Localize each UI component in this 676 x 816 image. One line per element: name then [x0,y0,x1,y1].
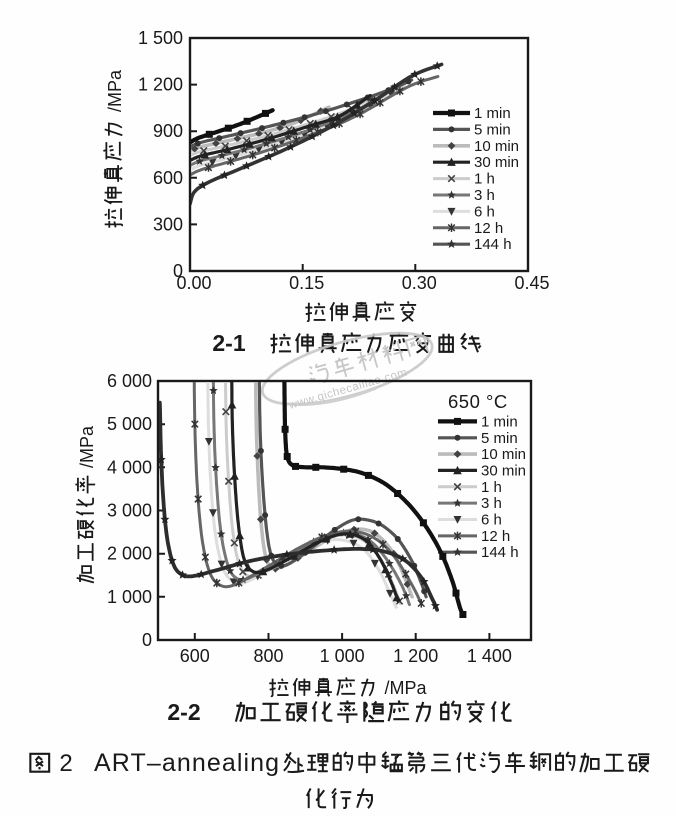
svg-text:30 min: 30 min [481,462,526,479]
svg-text:0: 0 [142,630,152,650]
svg-text:650 °C: 650 °C [448,391,508,412]
svg-text:0.15: 0.15 [289,273,324,293]
svg-text:2-2: 2-2 [167,699,200,725]
svg-text:4 000: 4 000 [107,457,152,477]
svg-text:0: 0 [173,261,183,281]
svg-text:6 h: 6 h [481,512,502,529]
svg-text:ART–annealing: ART–annealing [94,749,280,777]
svg-text:3 h: 3 h [481,495,502,512]
svg-text:900: 900 [153,121,183,141]
svg-text:1 h: 1 h [474,171,495,188]
svg-text:1 000: 1 000 [320,646,365,666]
svg-text:1 200: 1 200 [393,646,438,666]
svg-text:1 min: 1 min [474,105,511,122]
svg-text:12 h: 12 h [474,220,503,237]
svg-text:5 min: 5 min [474,121,511,138]
svg-text:/MPa: /MPa [77,425,97,468]
svg-text:12 h: 12 h [481,528,510,545]
svg-text:800: 800 [253,646,283,666]
svg-text:5 000: 5 000 [107,414,152,434]
svg-text:6 h: 6 h [474,203,495,220]
svg-text:1 500: 1 500 [138,28,183,48]
svg-text:1 200: 1 200 [138,75,183,95]
svg-text:144 h: 144 h [481,544,519,561]
svg-text:1 400: 1 400 [467,646,512,666]
svg-text:5 min: 5 min [481,430,518,447]
svg-text:144 h: 144 h [474,236,512,253]
svg-text:600: 600 [180,646,210,666]
svg-text:0.00: 0.00 [176,273,211,293]
svg-text:2 000: 2 000 [107,544,152,564]
svg-text:2: 2 [59,750,72,777]
svg-text:3 000: 3 000 [107,501,152,521]
svg-text:300: 300 [153,214,183,234]
svg-text:30 min: 30 min [474,154,519,171]
svg-text:600: 600 [153,168,183,188]
svg-text:1 000: 1 000 [107,587,152,607]
svg-text:0.30: 0.30 [402,273,437,293]
svg-text:3 h: 3 h [474,187,495,204]
svg-text:6 000: 6 000 [107,371,152,391]
svg-text:10 min: 10 min [474,138,519,155]
svg-text:10 min: 10 min [481,446,526,463]
svg-text:1 h: 1 h [481,479,502,496]
svg-text:0.45: 0.45 [514,273,549,293]
svg-text:2-1: 2-1 [212,330,245,356]
svg-text:/MPa: /MPa [105,69,125,112]
svg-text:/MPa: /MPa [385,678,428,698]
svg-text:1 min: 1 min [481,413,518,430]
